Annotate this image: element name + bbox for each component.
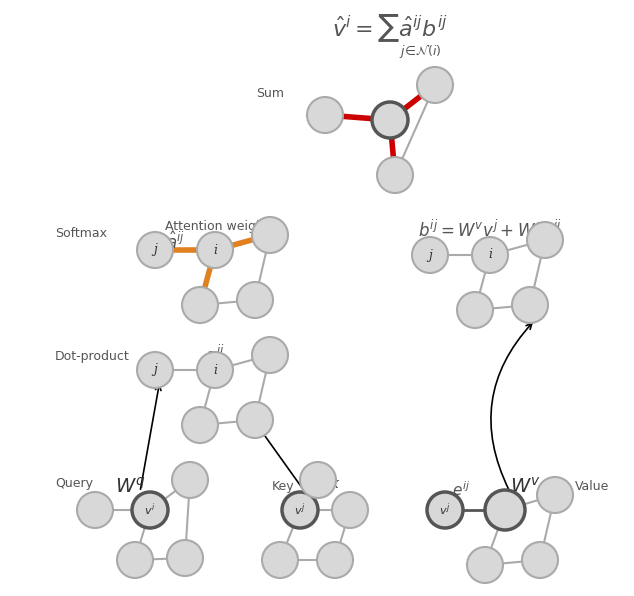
- Text: $e^{ij}$: $e^{ij}$: [452, 480, 470, 499]
- Circle shape: [237, 282, 273, 318]
- Circle shape: [167, 540, 203, 576]
- Circle shape: [427, 492, 463, 528]
- Text: $v^j$: $v^j$: [294, 502, 306, 519]
- Circle shape: [512, 287, 548, 323]
- Circle shape: [332, 492, 368, 528]
- Text: $W^q$: $W^q$: [115, 477, 145, 497]
- Text: Query: Query: [55, 477, 93, 490]
- Text: $\hat{v}^i = \sum \hat{a}^{ij}b^{ij}$: $\hat{v}^i = \sum \hat{a}^{ij}b^{ij}$: [332, 12, 448, 44]
- Circle shape: [117, 542, 153, 578]
- Text: j: j: [153, 244, 157, 256]
- Circle shape: [417, 67, 453, 103]
- Circle shape: [457, 292, 493, 328]
- Text: $b^{ij} = W^v v^j + W^e e^{ij}$: $b^{ij} = W^v v^j + W^e e^{ij}$: [418, 220, 562, 241]
- Text: i: i: [213, 364, 217, 377]
- Text: Sum: Sum: [256, 87, 284, 100]
- Circle shape: [372, 102, 408, 138]
- Text: $a^{ij}$: $a^{ij}$: [205, 345, 224, 366]
- Text: Softmax: Softmax: [55, 227, 107, 240]
- Circle shape: [307, 97, 343, 133]
- Text: i: i: [213, 244, 217, 256]
- Text: $W^k$: $W^k$: [310, 477, 341, 500]
- Text: j: j: [428, 249, 432, 262]
- Text: $v^j$: $v^j$: [439, 502, 451, 519]
- Circle shape: [137, 352, 173, 388]
- Circle shape: [172, 462, 208, 498]
- Text: Dot-product: Dot-product: [55, 350, 130, 363]
- Circle shape: [182, 407, 218, 443]
- Text: Key: Key: [272, 480, 295, 493]
- Circle shape: [412, 237, 448, 273]
- Circle shape: [252, 337, 288, 373]
- Circle shape: [262, 542, 298, 578]
- Circle shape: [137, 232, 173, 268]
- Text: $W^v$: $W^v$: [510, 477, 541, 497]
- Circle shape: [485, 490, 525, 530]
- Circle shape: [252, 217, 288, 253]
- Text: $j\!\in\!\mathcal{N}(i)$: $j\!\in\!\mathcal{N}(i)$: [399, 42, 441, 60]
- Text: j: j: [153, 364, 157, 377]
- Circle shape: [317, 542, 353, 578]
- Circle shape: [537, 477, 573, 513]
- Text: Value: Value: [575, 480, 609, 493]
- Circle shape: [77, 492, 113, 528]
- Circle shape: [522, 542, 558, 578]
- Circle shape: [472, 237, 508, 273]
- Text: $\hat{a}^{ij}$: $\hat{a}^{ij}$: [165, 232, 184, 253]
- Circle shape: [237, 402, 273, 438]
- Text: Attention weight: Attention weight: [165, 220, 269, 233]
- Text: $v^i$: $v^i$: [145, 502, 155, 519]
- Circle shape: [197, 352, 233, 388]
- Circle shape: [197, 232, 233, 268]
- Circle shape: [527, 222, 563, 258]
- Circle shape: [182, 287, 218, 323]
- Circle shape: [132, 492, 168, 528]
- Circle shape: [377, 157, 413, 193]
- Circle shape: [282, 492, 318, 528]
- Circle shape: [300, 462, 336, 498]
- Text: i: i: [488, 249, 492, 262]
- Circle shape: [467, 547, 503, 583]
